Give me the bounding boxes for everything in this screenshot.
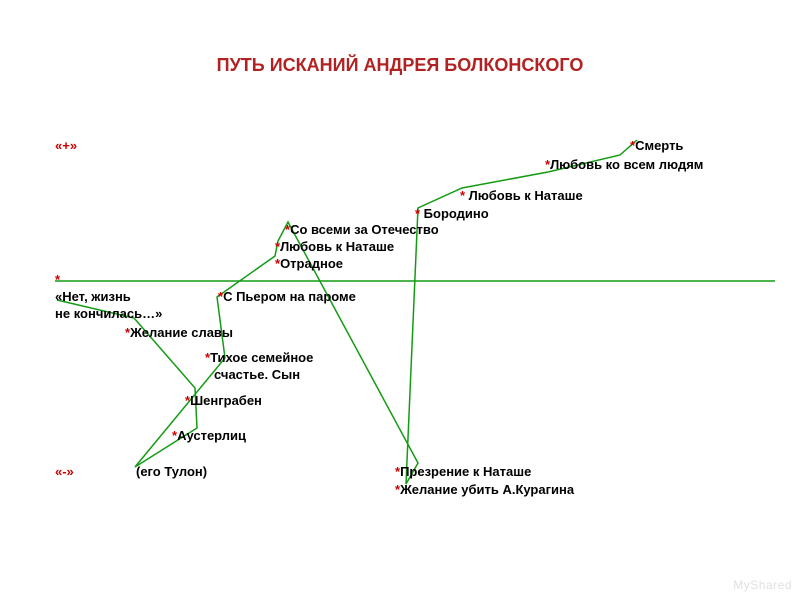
label-smert: *Смерть xyxy=(630,138,683,154)
label-so-vsemi: *Со всеми за Отечество xyxy=(285,222,439,238)
minus-marker: «-» xyxy=(55,464,74,480)
diagram-title: ПУТЬ ИСКАНИЙ АНДРЕЯ БОЛКОНСКОГО xyxy=(0,55,800,76)
watermark: MyShared xyxy=(733,578,792,592)
label-prezrenie: *Презрение к Наташе xyxy=(395,464,531,480)
baseline-asterisk: * xyxy=(55,272,60,288)
label-net-zhizn-2: не кончилась…» xyxy=(55,306,162,322)
label-borodino: * Бородино xyxy=(415,206,489,222)
label-austerlitz: *Аустерлиц xyxy=(172,428,246,444)
label-zhelanie-slavy: *Желание славы xyxy=(125,325,233,341)
label-otradnoe: *Отрадное xyxy=(275,256,343,272)
label-net-zhizn: «Нет, жизнь xyxy=(55,289,131,305)
label-s-pierom: *С Пьером на пароме xyxy=(218,289,356,305)
label-tikhoe-1: *Тихое семейное xyxy=(205,350,313,366)
label-lyubov-vsem: *Любовь ко всем людям xyxy=(545,157,703,173)
label-ego-tulon: (его Тулон) xyxy=(136,464,207,480)
label-shengraben: *Шенграбен xyxy=(185,393,262,409)
label-lyubov-natashe-1: *Любовь к Наташе xyxy=(275,239,394,255)
label-tikhoe-2: счастье. Сын xyxy=(214,367,300,383)
label-lyubov-natashe-2: * Любовь к Наташе xyxy=(460,188,583,204)
label-zhelanie-ubit: *Желание убить А.Курагина xyxy=(395,482,574,498)
plus-marker: «+» xyxy=(55,138,77,154)
